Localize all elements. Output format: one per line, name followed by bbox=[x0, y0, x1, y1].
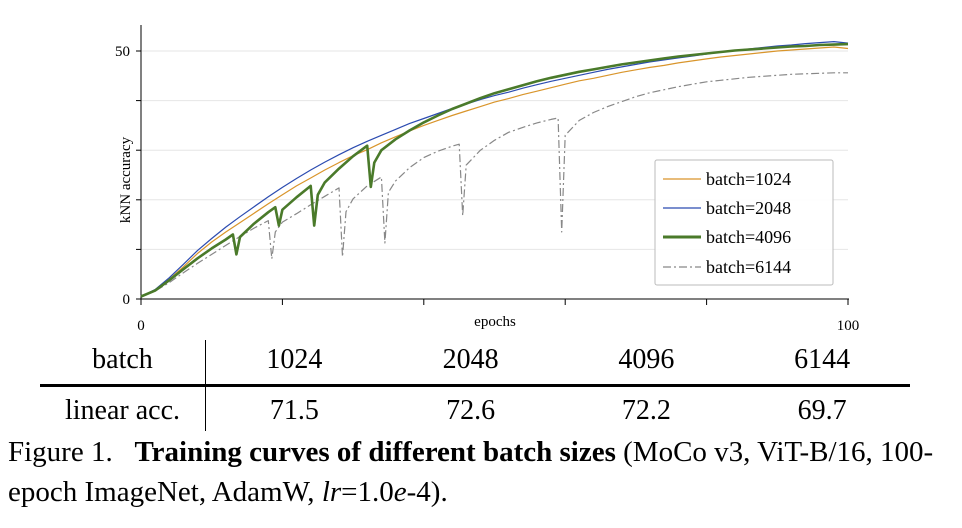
x-tick-label-100: 100 bbox=[837, 318, 860, 334]
legend-box bbox=[654, 159, 834, 286]
caption-body-1: (MoCo v3, ViT-B/16, 100-epoch ImageNet, … bbox=[8, 436, 934, 508]
legend-label-1024: batch=1024 bbox=[706, 169, 791, 189]
legend-label-6144: batch=6144 bbox=[706, 257, 791, 277]
acc-cell-1: 71.5 bbox=[269, 395, 319, 426]
legend: batch=1024 batch=2048 batch=4096 batch=6… bbox=[654, 159, 834, 286]
axis-ticks bbox=[136, 50, 849, 305]
caption-body-2: -4). bbox=[406, 476, 448, 508]
series-line-1024 bbox=[140, 46, 849, 298]
batch-cell-4: 6144 bbox=[734, 340, 910, 387]
caption-title: Training curves of different batch sizes bbox=[134, 436, 616, 468]
x-axis-title: epochs bbox=[474, 314, 516, 330]
series-line-4096 bbox=[140, 42, 849, 298]
batch-cell-1: 1024 bbox=[205, 340, 383, 387]
x-tick-label-0: 0 bbox=[137, 318, 145, 334]
table-row-batch: batch 1024 2048 4096 6144 bbox=[40, 340, 910, 387]
y-tick-label-0: 0 bbox=[123, 292, 131, 308]
series-layer bbox=[140, 41, 849, 298]
row-label-linear-acc: linear acc. bbox=[40, 385, 206, 431]
acc-cell-4: 69.7 bbox=[797, 395, 847, 426]
caption-lr: lr bbox=[321, 476, 342, 508]
caption-prefix: Figure 1. bbox=[8, 436, 113, 468]
y-axis-title: kNN accuracy bbox=[118, 136, 134, 223]
acc-cell-2: 72.6 bbox=[446, 395, 496, 426]
legend-label-2048: batch=2048 bbox=[706, 198, 791, 218]
knn-accuracy-chart: 0 100 0 50 epochs kNN accuracy batch=102… bbox=[115, 25, 860, 334]
axes bbox=[140, 25, 849, 300]
table-row-linear-acc: linear acc. 71.5 72.6 72.2 69.7 bbox=[40, 385, 910, 431]
caption-equals: =1.0 bbox=[341, 476, 394, 508]
acc-cell-3: 72.2 bbox=[621, 395, 671, 426]
legend-label-4096: batch=4096 bbox=[706, 227, 791, 247]
series-line-6144 bbox=[140, 72, 848, 298]
caption-exp: e bbox=[393, 476, 407, 508]
figure-caption: Figure 1. Training curves of different b… bbox=[8, 432, 958, 512]
y-tick-label-50: 50 bbox=[115, 44, 130, 60]
batch-cell-2: 2048 bbox=[382, 340, 559, 387]
results-table: batch 1024 2048 4096 6144 linear acc. 71… bbox=[40, 340, 910, 431]
batch-cell-3: 4096 bbox=[558, 340, 735, 387]
row-label-batch: batch bbox=[40, 340, 206, 387]
